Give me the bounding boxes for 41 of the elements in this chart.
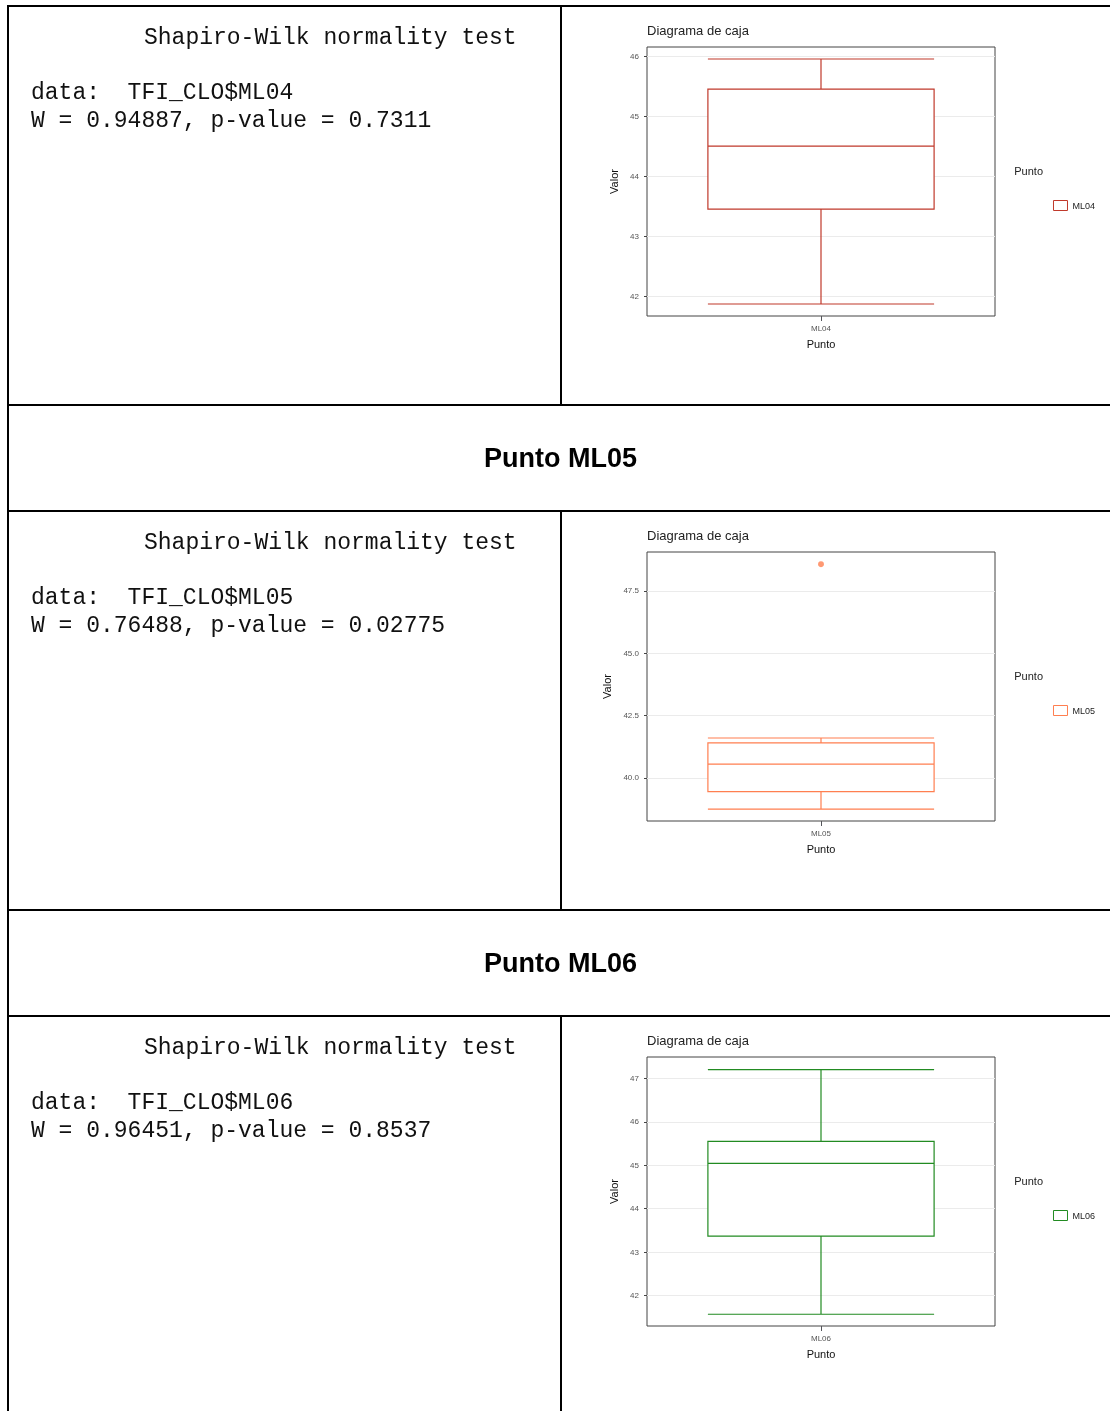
legend-label: ML05 <box>1072 705 1095 716</box>
text: Punto ML06 <box>9 911 1110 1015</box>
text: Punto ML05 <box>9 406 1110 510</box>
y-tick-label: 43 <box>630 231 640 241</box>
text: data: TFI_CLO$ML06 <box>31 1089 295 1117</box>
y-axis-title: Valor <box>607 1178 620 1204</box>
y-tick-label: 47.5 <box>623 586 640 596</box>
y-tick-label: 42 <box>630 291 640 301</box>
y-tick-label: 45 <box>630 111 640 121</box>
x-axis-title: Punto <box>806 842 836 855</box>
y-tick-label: 44 <box>630 171 640 181</box>
legend-label: ML06 <box>1072 1210 1095 1221</box>
text: Shapiro-Wilk normality test <box>144 530 517 556</box>
chart-title: Diagrama de caja <box>647 23 750 38</box>
legend-title: Punto <box>1014 1175 1043 1187</box>
y-tick-label: 45 <box>630 1160 640 1170</box>
y-axis-title: Valor <box>607 168 620 194</box>
legend-label: ML04 <box>1072 200 1095 211</box>
x-axis-title: Punto <box>806 337 836 350</box>
y-tick-label: 46 <box>630 1117 640 1127</box>
text: W = 0.94887, p-value = 0.7311 <box>31 107 432 135</box>
text: W = 0.96451, p-value = 0.8537 <box>31 1117 432 1145</box>
y-tick-label: 42 <box>630 1291 640 1301</box>
y-tick-label: 47 <box>630 1073 640 1083</box>
y-tick-label: 40.0 <box>623 773 640 783</box>
legend-title: Punto <box>1014 670 1043 682</box>
text: W = 0.76488, p-value = 0.02775 <box>31 612 446 640</box>
text: Shapiro-Wilk normality test <box>144 25 517 51</box>
y-axis-title: Valor <box>601 673 614 699</box>
y-tick-label: 46 <box>630 51 640 61</box>
text: data: TFI_CLO$ML05 <box>31 584 295 612</box>
y-tick-label: 42.5 <box>623 711 640 721</box>
y-tick-label: 43 <box>630 1247 640 1257</box>
y-tick-label: 45.0 <box>623 648 640 658</box>
legend-title: Punto <box>1014 165 1043 177</box>
chart-title: Diagrama de caja <box>647 528 750 543</box>
chart-title: Diagrama de caja <box>647 1033 750 1048</box>
text: data: TFI_CLO$ML04 <box>31 79 295 107</box>
x-axis-title: Punto <box>806 1347 836 1360</box>
y-tick-label: 44 <box>630 1204 640 1214</box>
text: Shapiro-Wilk normality test <box>144 1035 517 1061</box>
